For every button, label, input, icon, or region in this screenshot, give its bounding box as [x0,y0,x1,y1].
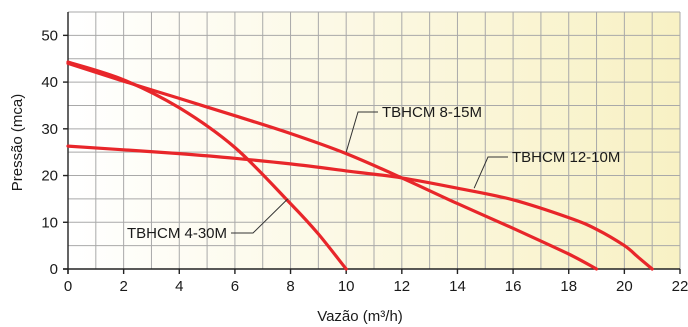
x-axis-title: Vazão (m³/h) [317,308,403,325]
series-label-3: TBHCM 12-10M [512,149,620,166]
curve-series-3 [66,144,654,271]
x-tick-label: 6 [231,278,239,295]
x-tick-label: 8 [286,278,294,295]
y-tick-label: 20 [41,168,58,185]
x-tick-label: 10 [338,278,355,295]
x-tick-label: 18 [560,278,577,295]
y-axis-title: Pressão (mca) [9,94,26,192]
leader-line-2 [345,111,378,153]
y-tick-label: 30 [41,121,58,138]
x-tick-label: 2 [119,278,127,295]
tick-labels: 0 2 4 6 8 10 12 14 16 18 20 22 0 10 20 30 40 50 [41,27,688,295]
curve-series-2 [66,61,599,271]
y-tick-label: 0 [50,261,58,278]
x-tick-label: 12 [393,278,410,295]
x-tick-label: 20 [616,278,633,295]
series-label-1: TBHCM 4-30M [127,225,227,242]
leader-line-1 [231,198,289,234]
y-tick-label: 10 [41,214,58,231]
x-tick-label: 14 [449,278,466,295]
x-tick-label: 16 [505,278,522,295]
leader-line-3 [473,156,508,189]
series-label-2: TBHCM 8-15M [382,104,482,121]
x-tick-label: 0 [64,278,72,295]
grid-lines [68,11,681,269]
curve-annotations: TBHCM 4-30M TBHCM 8-15M TBHCM 12-10M [127,104,620,242]
y-tick-label: 40 [41,74,58,91]
x-tick-label: 22 [672,278,688,295]
y-tick-label: 50 [41,27,58,44]
x-tick-label: 4 [175,278,183,295]
performance-curves [66,60,654,271]
axes [63,12,681,274]
